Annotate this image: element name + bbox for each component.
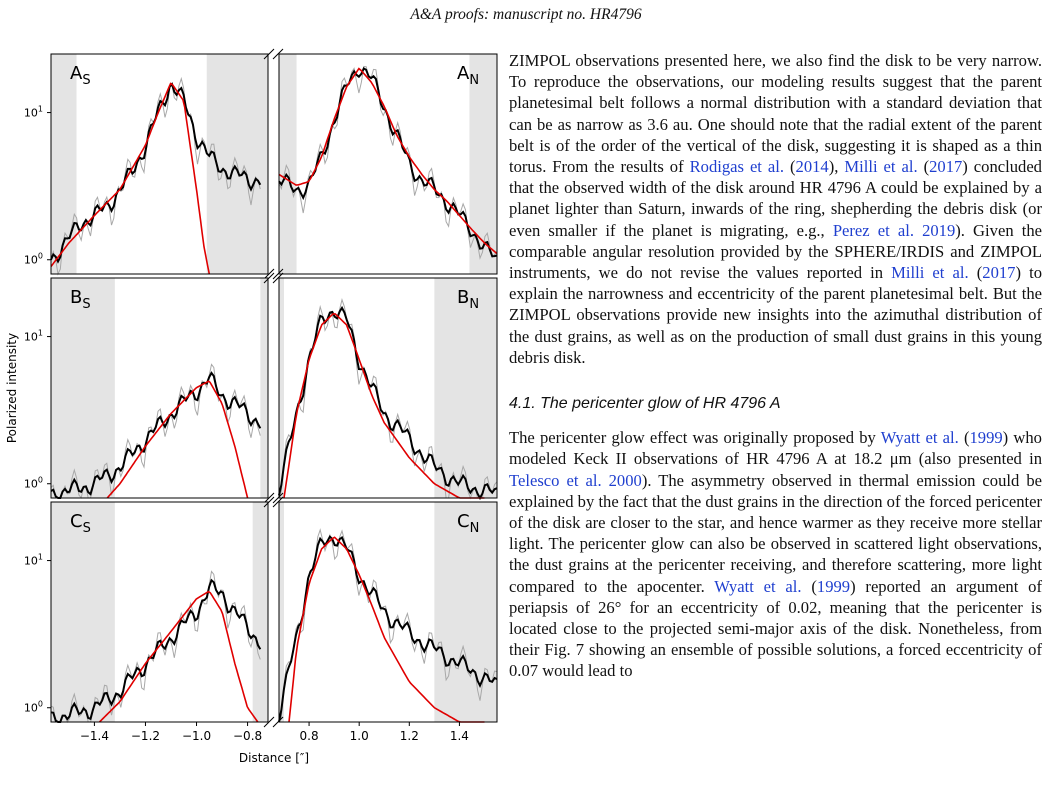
- excluded-region: [279, 54, 297, 274]
- axis-break-mark: [272, 268, 284, 280]
- citation-link[interactable]: 1999: [816, 576, 851, 596]
- citation-link[interactable]: Wyatt et al.: [714, 576, 802, 596]
- paragraph-text: (: [958, 428, 970, 448]
- y-tick-exponent: 0: [38, 476, 43, 485]
- citation-link[interactable]: Rodigas et al.: [689, 157, 785, 177]
- x-tick-label: 0.8: [300, 729, 319, 743]
- panel-label-subscript: S: [82, 73, 90, 88]
- paragraph-2: The pericenter glow effect was originall…: [509, 427, 1042, 681]
- running-header: A&A proofs: manuscript no. HR4796: [410, 6, 642, 23]
- paragraph-text: (: [968, 263, 983, 283]
- panel-frame: [278, 53, 498, 275]
- citation-link[interactable]: Telesco et al. 2000: [509, 470, 642, 490]
- y-tick-exponent: 0: [38, 700, 43, 709]
- axis-break-mark: [263, 492, 275, 504]
- panel-frame: [50, 53, 269, 275]
- model-profile: [98, 590, 259, 723]
- axis-break-mark: [272, 716, 284, 728]
- citation-link[interactable]: Milli et al.: [844, 157, 918, 177]
- observed-profile: [278, 305, 498, 501]
- y-tick-label: 100: [24, 252, 43, 267]
- paragraph-1: ZIMPOL observations presented here, we a…: [509, 50, 1042, 368]
- y-tick-label: 100: [24, 476, 43, 491]
- model-profile: [278, 67, 498, 255]
- model-profile: [106, 380, 249, 499]
- paragraph-text: (: [917, 157, 930, 177]
- paragraph-text: ) reported an argument of periapsis of 2…: [509, 576, 1042, 681]
- paragraph-text: The pericenter glow effect was originall…: [509, 428, 881, 448]
- paragraph-text: ZIMPOL observations presented here, we a…: [509, 51, 1042, 177]
- x-tick-label: −0.8: [233, 729, 262, 743]
- citation-link[interactable]: 2014: [795, 157, 829, 177]
- excluded-region: [279, 502, 285, 722]
- observed-profile: [278, 534, 498, 723]
- panel-label-subscript: N: [470, 521, 480, 536]
- citation-link[interactable]: 1999: [969, 428, 1003, 448]
- axis-break-mark: [263, 48, 275, 60]
- paragraph-text: ). Given the comparable angular resoluti…: [509, 220, 1042, 283]
- y-tick-label: 101: [24, 105, 43, 120]
- citation-link[interactable]: 2017: [982, 263, 1016, 283]
- panel-label-subscript: S: [83, 521, 91, 536]
- x-axis-label: Distance [″]: [239, 751, 309, 765]
- panel-frame: [278, 277, 498, 499]
- excluded-region: [434, 278, 497, 498]
- paragraph-text: ),: [828, 157, 845, 177]
- panel-label-subscript: N: [469, 73, 479, 88]
- paragraph-text: ) concluded that the observed width of t…: [509, 157, 1042, 240]
- paragraph-text: (: [801, 576, 817, 596]
- axis-break-mark: [272, 272, 284, 284]
- figure-radial-profiles: AS AN 101 100 BS BN 101 100 CS CN 101 100 −1.4 −1.2 −1…: [0, 40, 510, 795]
- panel-frame: [278, 501, 498, 723]
- axis-break-mark: [272, 496, 284, 508]
- y-tick-label: 100: [24, 700, 43, 715]
- paragraph-text: ) who modeled Keck II observations of HR…: [509, 428, 1042, 469]
- x-tick-label: −1.4: [80, 729, 109, 743]
- citation-link[interactable]: Wyatt et al.: [880, 428, 959, 448]
- x-tick-label: 1.4: [450, 729, 469, 743]
- x-tick-label: 1.0: [350, 729, 369, 743]
- x-tick-label: −1.0: [182, 729, 211, 743]
- observed-profile: [50, 371, 262, 499]
- axis-break-mark: [272, 492, 284, 504]
- axis-break-mark: [263, 496, 275, 508]
- axis-break-mark: [263, 268, 275, 280]
- citation-link[interactable]: Milli et al.: [891, 263, 969, 283]
- y-axis-label: Polarized intensity: [5, 333, 19, 443]
- y-tick-exponent: 1: [38, 105, 43, 114]
- y-tick-exponent: 1: [38, 553, 43, 562]
- y-tick-exponent: 0: [38, 252, 43, 261]
- paragraph-text: ) to explain the narrowness and eccentri…: [509, 263, 1042, 367]
- x-tick-label: −1.2: [131, 729, 160, 743]
- axis-break-mark: [263, 716, 275, 728]
- x-tick-label: 1.2: [400, 729, 419, 743]
- excluded-region: [260, 278, 268, 498]
- y-tick-label: 101: [24, 553, 43, 568]
- excluded-region: [252, 502, 268, 722]
- noisy-profile: [278, 65, 498, 260]
- panel-label-subscript: N: [469, 297, 479, 312]
- panel-label-subscript: S: [82, 297, 90, 312]
- model-profile: [50, 82, 211, 275]
- model-profile: [288, 536, 485, 723]
- observed-profile: [278, 66, 498, 258]
- citation-link[interactable]: Perez et al. 2019: [832, 220, 956, 240]
- panel-frame: [50, 501, 269, 723]
- paragraph-text: (: [784, 157, 796, 177]
- citation-link[interactable]: 2017: [929, 157, 963, 177]
- model-profile: [283, 313, 485, 499]
- paragraph-text: ). The asymmetry observed in thermal emi…: [509, 470, 1042, 596]
- axis-break-mark: [263, 272, 275, 284]
- axis-break-mark: [272, 48, 284, 60]
- y-tick-label: 101: [24, 329, 43, 344]
- text-column: ZIMPOL observations presented here, we a…: [509, 50, 1042, 682]
- excluded-region: [51, 278, 115, 498]
- section-heading: 4.1. The pericenter glow of HR 4796 A: [509, 395, 781, 413]
- panel-frame: [50, 277, 269, 499]
- y-tick-exponent: 1: [38, 329, 43, 338]
- excluded-region: [279, 278, 285, 498]
- excluded-region: [434, 502, 497, 722]
